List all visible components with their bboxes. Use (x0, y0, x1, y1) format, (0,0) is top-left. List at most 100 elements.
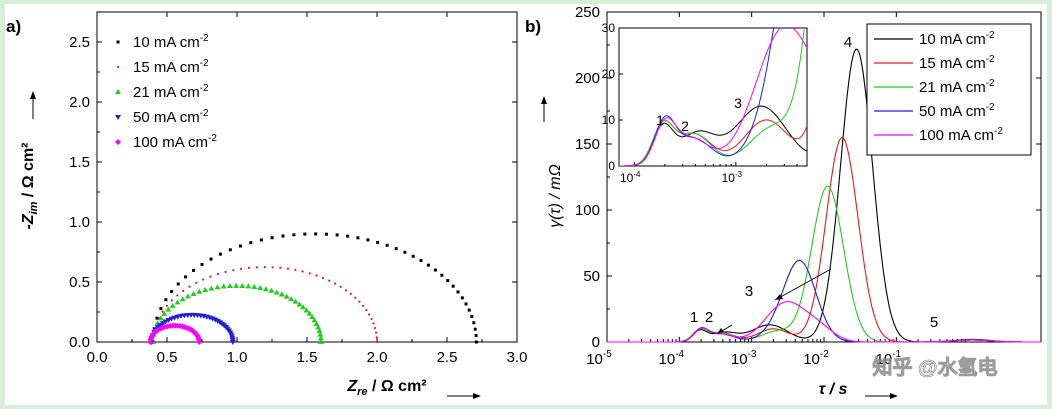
data-point (271, 266, 274, 269)
x-tick-label: 10-4 (659, 349, 685, 368)
data-point (220, 283, 227, 289)
data-point (318, 339, 324, 344)
x-tick-label: 1.5 (297, 349, 318, 366)
legend-label: 21 mA cm-2 (133, 83, 209, 101)
data-point (303, 232, 307, 236)
peak-label-1: 1 (690, 309, 698, 326)
data-point (328, 279, 331, 282)
data-point (346, 234, 350, 238)
x-axis-label: τ / s (819, 381, 848, 398)
legend-label-text: 10 mA cm (919, 31, 986, 48)
data-point (373, 326, 377, 330)
data-point (196, 288, 203, 294)
data-point (249, 241, 253, 245)
data-point (354, 296, 357, 299)
legend-label: 50 mA cm-2 (919, 102, 995, 120)
inset-y-tick-label: 10 (602, 113, 616, 127)
data-point (361, 304, 365, 307)
x-axis-label: Zre / Ω cm² (346, 378, 426, 398)
data-point (170, 299, 173, 302)
data-point (162, 319, 169, 325)
data-point (375, 336, 378, 339)
data-point (238, 244, 242, 248)
data-point (168, 316, 175, 322)
data-point (218, 252, 222, 256)
data-point (216, 272, 219, 276)
y-tick-label: 200 (575, 70, 600, 87)
legend-label: 21 mA cm-2 (919, 78, 995, 96)
data-point (451, 284, 455, 288)
x-tick-base: 10 (876, 351, 893, 368)
data-point (334, 282, 337, 285)
x-axis-arrowhead (473, 393, 481, 399)
x-tick-exponent: -3 (748, 349, 757, 360)
data-point (232, 269, 235, 272)
series-3 (150, 282, 324, 344)
data-point (394, 247, 398, 251)
inset-x-tick-exponent: -3 (735, 170, 743, 179)
series-1 (151, 232, 478, 344)
data-point (279, 266, 282, 269)
data-point (473, 327, 477, 331)
legend-label-superscript: -2 (200, 108, 209, 119)
y-tick-label: 0 (592, 334, 600, 351)
legend-marker (115, 89, 121, 94)
data-point (370, 317, 373, 321)
data-point (372, 322, 375, 325)
data-point (259, 238, 263, 242)
data-point (375, 331, 378, 334)
data-point (176, 294, 179, 297)
data-point (209, 257, 213, 261)
data-point (335, 233, 339, 237)
peak-arrowhead-2 (775, 294, 783, 300)
data-point (268, 287, 275, 293)
x-tick-label: 2.5 (437, 349, 458, 366)
curves (607, 48, 1041, 343)
data-point (200, 262, 204, 266)
legend-marker (115, 115, 121, 120)
peak-label-2: 2 (705, 309, 713, 326)
data-point (308, 272, 311, 275)
data-point (316, 328, 323, 334)
peak-arrow-2 (774, 268, 832, 301)
y-axis-label-subscript: im (28, 201, 40, 214)
data-point (239, 282, 246, 288)
legend-label-text: 15 mA cm (919, 55, 986, 72)
data-point (245, 283, 252, 289)
x-tick-label: 10-3 (731, 349, 757, 368)
x-tick-label: 10-5 (586, 349, 612, 368)
legend-label: 10 mA cm-2 (919, 30, 995, 48)
legend-label-superscript: -2 (986, 30, 995, 41)
x-tick-base: 10 (586, 351, 603, 368)
inset-peak-label-3: 3 (734, 95, 742, 111)
x-tick-base: 10 (803, 351, 820, 368)
data-point (169, 302, 176, 308)
data-point (460, 296, 464, 300)
data-point (339, 285, 342, 288)
legend-label: 15 mA cm-2 (919, 54, 995, 72)
y-tick-label: 1.0 (69, 214, 90, 231)
data-point (190, 290, 197, 296)
data-point (470, 314, 474, 318)
data-point (247, 266, 251, 269)
data-point (286, 267, 290, 270)
data-point (224, 270, 227, 274)
legend-label-superscript: -2 (994, 126, 1003, 137)
legend-label-superscript: -2 (200, 58, 209, 69)
legend-label-text: 21 mA cm (133, 84, 200, 101)
inset-x-tick-base: 10 (722, 171, 736, 185)
legend-marker (116, 65, 120, 69)
data-point (349, 292, 352, 295)
data-point (229, 340, 236, 345)
data-point (292, 298, 299, 304)
data-point (365, 308, 368, 312)
data-point (358, 300, 361, 303)
watermark: 知乎 @水氢电 (872, 355, 998, 380)
legend-label: 100 mA cm-2 (133, 133, 217, 151)
y-tick-label: 0.5 (69, 274, 90, 291)
data-point (456, 290, 460, 294)
data-point (192, 268, 196, 272)
data-point (288, 296, 295, 302)
legend-label-text: 10 mA cm (133, 34, 200, 51)
